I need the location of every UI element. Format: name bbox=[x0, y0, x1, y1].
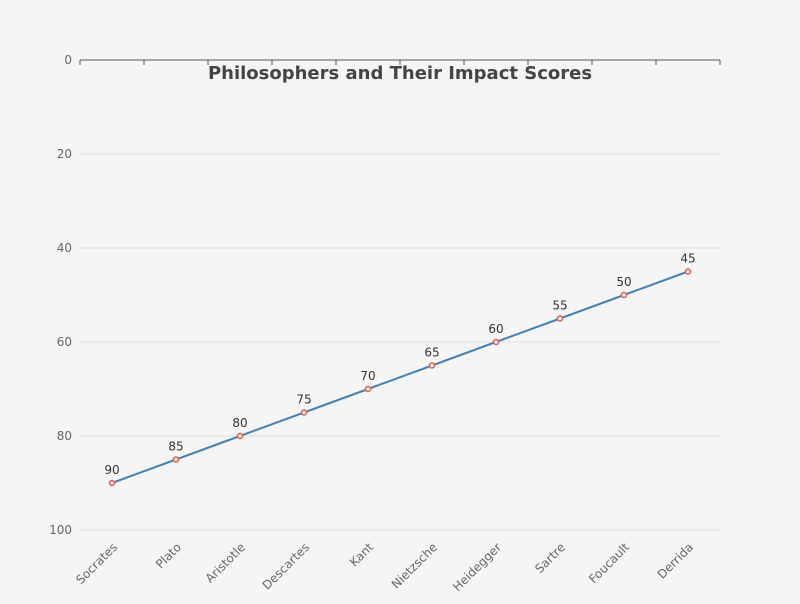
data-label: 75 bbox=[296, 393, 311, 407]
data-label: 65 bbox=[424, 346, 439, 360]
y-tick-label: 80 bbox=[57, 429, 72, 443]
data-label: 80 bbox=[232, 416, 247, 430]
x-tick-label: Foucault bbox=[586, 540, 632, 586]
x-tick-label: Sartre bbox=[532, 540, 568, 576]
x-tick-label: Aristotle bbox=[203, 540, 248, 585]
data-label: 55 bbox=[552, 299, 567, 313]
series-line bbox=[111, 270, 689, 484]
data-point bbox=[684, 268, 692, 275]
data-label: 45 bbox=[680, 252, 695, 266]
data-label: 85 bbox=[168, 440, 183, 454]
chart-title: Philosophers and Their Impact Scores bbox=[208, 63, 592, 84]
x-tick-label: Socrates bbox=[73, 540, 120, 587]
x-tick-label: Kant bbox=[347, 540, 376, 569]
data-point bbox=[236, 432, 244, 440]
data-label: 60 bbox=[488, 322, 503, 336]
x-tick-label: Descartes bbox=[260, 540, 312, 592]
x-tick-label: Plato bbox=[153, 540, 184, 571]
data-label: 50 bbox=[616, 275, 631, 289]
data-label: 90 bbox=[104, 463, 119, 477]
x-axis: Socrates Plato Aristotle Descartes Kant Nietz… bbox=[73, 59, 721, 594]
data-point bbox=[300, 409, 308, 416]
y-axis: 0 20 40 60 80 100 bbox=[49, 53, 72, 537]
x-tick-label: Heidegger bbox=[450, 540, 504, 594]
x-tick-label: Derrida bbox=[655, 540, 696, 581]
y-tick-label: 60 bbox=[57, 335, 72, 349]
y-tick-label: 0 bbox=[64, 53, 72, 67]
y-tick-label: 100 bbox=[49, 523, 72, 537]
y-tick-label: 20 bbox=[57, 147, 72, 161]
data-labels: 90 85 80 75 70 65 60 55 50 45 bbox=[104, 252, 695, 478]
gridlines bbox=[80, 153, 720, 531]
data-point bbox=[620, 291, 628, 299]
data-label: 70 bbox=[360, 369, 375, 383]
series-line-group bbox=[108, 268, 692, 487]
data-point bbox=[492, 338, 500, 346]
data-point bbox=[108, 479, 116, 487]
data-point bbox=[428, 362, 436, 369]
data-point bbox=[364, 385, 372, 393]
data-point bbox=[556, 315, 564, 322]
data-point bbox=[172, 456, 180, 463]
x-tick-label: Nietzsche bbox=[389, 540, 440, 591]
y-tick-label: 40 bbox=[57, 241, 72, 255]
